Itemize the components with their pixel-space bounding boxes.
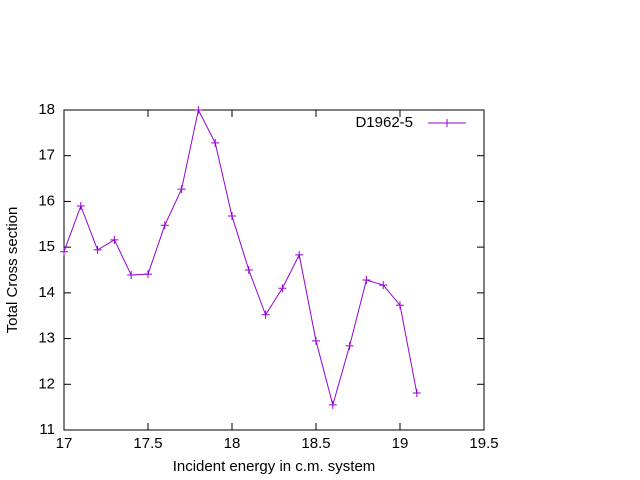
point	[194, 106, 203, 114]
point	[60, 247, 68, 256]
point	[144, 270, 152, 279]
point	[127, 271, 136, 280]
point	[312, 336, 320, 345]
y-tick-label: 15	[38, 238, 55, 255]
y-tick-label: 13	[38, 330, 55, 347]
point	[76, 202, 85, 210]
x-tick-label: 19.5	[469, 435, 498, 452]
y-tick-label: 14	[38, 284, 55, 301]
point	[278, 284, 287, 293]
point	[211, 138, 220, 147]
point	[261, 310, 270, 319]
point	[228, 212, 236, 221]
x-tick-label: 17	[56, 435, 73, 452]
point	[93, 245, 102, 254]
x-tick-label: 18	[224, 435, 241, 452]
point	[110, 235, 119, 244]
point	[160, 221, 169, 230]
point	[396, 301, 404, 310]
point	[412, 388, 421, 397]
point	[244, 266, 253, 274]
y-tick-label: 17	[38, 147, 55, 164]
legend-label: D1962-5	[355, 114, 413, 131]
plot-border	[63, 109, 485, 431]
point	[295, 250, 304, 259]
y-tick-label: 11	[39, 421, 55, 438]
y-axis-label: Total Cross section	[4, 207, 21, 334]
point	[362, 276, 371, 285]
point	[328, 400, 337, 409]
x-tick-label: 19	[392, 435, 409, 452]
point	[379, 281, 388, 290]
legend-marker	[443, 119, 451, 127]
series-line	[63, 108, 418, 407]
point	[177, 185, 186, 194]
y-tick-label: 18	[38, 101, 55, 118]
y-tick-label: 12	[38, 375, 55, 392]
x-tick-label: 18.5	[301, 435, 330, 452]
y-tick-label: 16	[38, 192, 55, 209]
x-axis-label: Incident energy in c.m. system	[173, 458, 376, 475]
point	[345, 341, 354, 350]
x-tick-label: 17.5	[133, 435, 162, 452]
